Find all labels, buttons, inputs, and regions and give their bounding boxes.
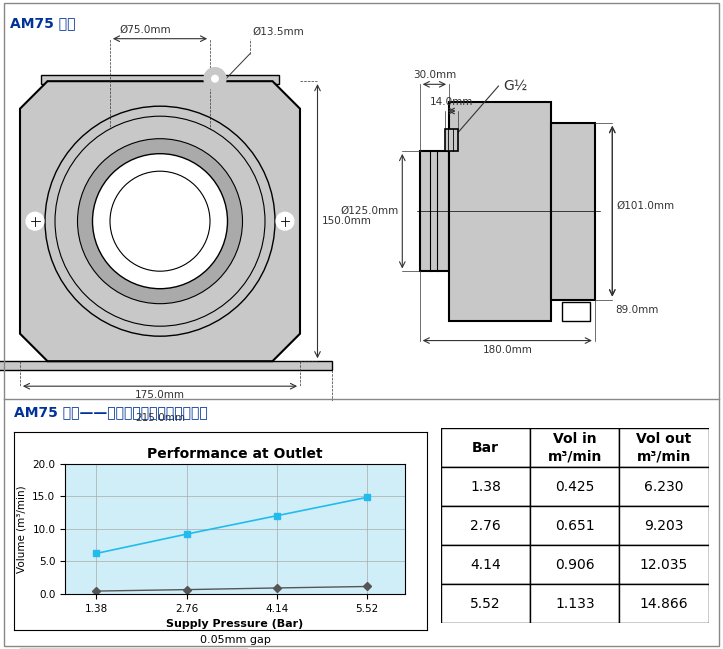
Text: 2.76: 2.76 bbox=[470, 519, 501, 533]
Bar bbox=[441, 545, 530, 584]
Circle shape bbox=[93, 154, 228, 289]
Circle shape bbox=[110, 171, 210, 271]
Text: 150.0mm: 150.0mm bbox=[322, 216, 372, 227]
Bar bbox=[620, 584, 709, 623]
X-axis label: Supply Pressure (Bar): Supply Pressure (Bar) bbox=[166, 619, 304, 629]
Text: 14.866: 14.866 bbox=[640, 596, 688, 611]
Bar bbox=[441, 428, 530, 467]
Text: 30.0mm: 30.0mm bbox=[413, 70, 456, 80]
Text: Bar: Bar bbox=[472, 441, 499, 455]
Bar bbox=[530, 506, 620, 545]
Text: G½: G½ bbox=[503, 79, 528, 93]
Bar bbox=[41, 75, 279, 84]
Text: Ø125.0mm: Ø125.0mm bbox=[340, 206, 398, 216]
Bar bbox=[0, 361, 332, 370]
Text: AM75 性能——不同压力下的输入输出气量: AM75 性能——不同压力下的输入输出气量 bbox=[14, 405, 208, 419]
Circle shape bbox=[55, 116, 265, 326]
Bar bbox=[551, 123, 595, 300]
Text: Ø75.0mm: Ø75.0mm bbox=[119, 25, 171, 34]
Bar bbox=[530, 428, 620, 467]
Text: 14.0mm: 14.0mm bbox=[430, 97, 474, 107]
Bar bbox=[620, 467, 709, 506]
Text: 0.651: 0.651 bbox=[555, 519, 594, 533]
Bar bbox=[530, 584, 620, 623]
Y-axis label: Volume (m³/min): Volume (m³/min) bbox=[17, 485, 27, 573]
Title: Performance at Outlet: Performance at Outlet bbox=[147, 447, 322, 461]
Text: 89.0mm: 89.0mm bbox=[615, 304, 659, 315]
Text: 4.14: 4.14 bbox=[470, 557, 501, 572]
Bar bbox=[562, 302, 591, 321]
Bar bbox=[441, 506, 530, 545]
Bar bbox=[620, 428, 709, 467]
Text: Ø13.5mm: Ø13.5mm bbox=[252, 27, 304, 37]
Bar bbox=[620, 545, 709, 584]
Text: 6.230: 6.230 bbox=[644, 480, 684, 494]
Text: 5.52: 5.52 bbox=[470, 596, 501, 611]
Text: 175.0mm: 175.0mm bbox=[135, 390, 185, 400]
Legend: Input Volume, Output Volume: Input Volume, Output Volume bbox=[20, 648, 248, 649]
Text: 12.035: 12.035 bbox=[640, 557, 688, 572]
Text: AM75 尺寸: AM75 尺寸 bbox=[10, 16, 75, 31]
Text: Vol in
m³/min: Vol in m³/min bbox=[547, 432, 602, 463]
Circle shape bbox=[77, 139, 242, 304]
Text: 0.05mm gap: 0.05mm gap bbox=[200, 635, 270, 645]
Text: 1.133: 1.133 bbox=[555, 596, 594, 611]
Bar bbox=[420, 151, 449, 271]
Text: 1.38: 1.38 bbox=[470, 480, 501, 494]
Bar bbox=[449, 102, 551, 321]
Bar bbox=[441, 467, 530, 506]
Circle shape bbox=[276, 212, 294, 230]
Text: 9.203: 9.203 bbox=[644, 519, 684, 533]
Text: 215.0mm: 215.0mm bbox=[135, 413, 185, 422]
Polygon shape bbox=[20, 81, 300, 361]
Circle shape bbox=[26, 212, 44, 230]
Text: 0.425: 0.425 bbox=[555, 480, 594, 494]
Text: Ø101.0mm: Ø101.0mm bbox=[616, 201, 675, 211]
Bar bbox=[530, 545, 620, 584]
Text: 0.906: 0.906 bbox=[555, 557, 594, 572]
Bar bbox=[441, 584, 530, 623]
Bar bbox=[530, 467, 620, 506]
Circle shape bbox=[211, 75, 219, 82]
Text: 180.0mm: 180.0mm bbox=[482, 345, 532, 354]
Text: Vol out
m³/min: Vol out m³/min bbox=[636, 432, 692, 463]
Circle shape bbox=[204, 67, 226, 90]
Bar bbox=[620, 506, 709, 545]
Bar bbox=[445, 129, 458, 151]
